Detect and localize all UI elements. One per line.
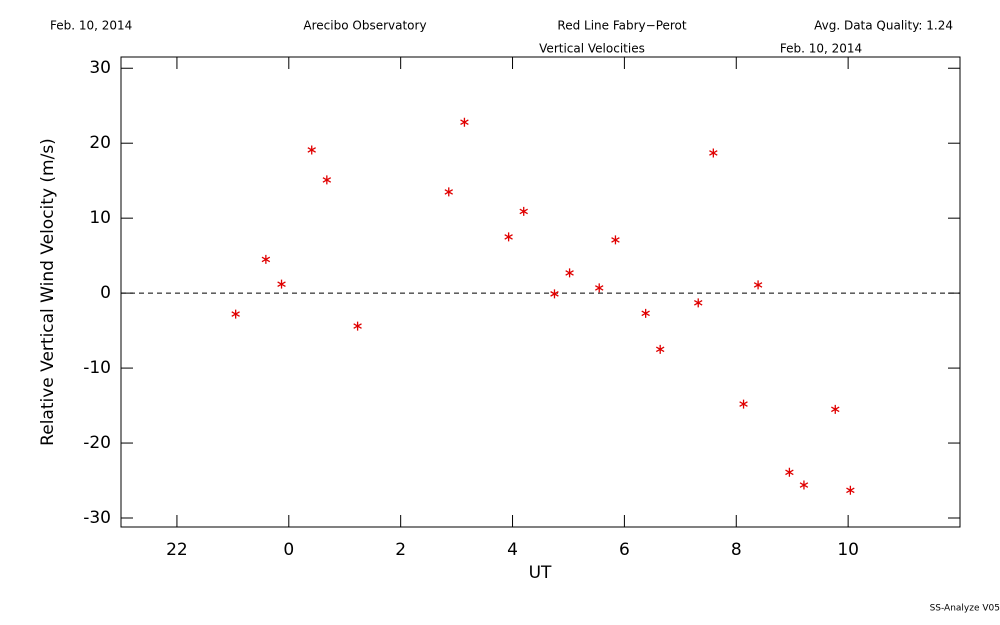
plot-frame — [120, 56, 961, 528]
x-tick-label: 2 — [395, 540, 406, 560]
point — [641, 308, 650, 318]
point — [353, 321, 362, 331]
point — [594, 283, 604, 293]
point — [277, 279, 286, 289]
point — [655, 344, 665, 354]
y-tick-label: 30 — [89, 58, 111, 78]
point — [611, 235, 620, 245]
point — [322, 175, 332, 185]
x-tick-label: 22 — [166, 540, 188, 560]
header-date: Feb. 10, 2014 — [50, 19, 132, 33]
x-tick-label: 6 — [619, 540, 630, 560]
y-tick-label: -20 — [83, 433, 111, 453]
point — [739, 399, 748, 409]
y-tick-label: 10 — [89, 208, 111, 228]
x-tick-label: 4 — [507, 540, 518, 560]
y-tick-label: -10 — [83, 358, 111, 378]
x-tick-label: 0 — [283, 540, 294, 560]
x-tick-label: 10 — [837, 540, 859, 560]
point — [831, 404, 840, 414]
point — [693, 298, 703, 308]
point — [846, 485, 855, 495]
point — [261, 254, 271, 264]
point — [444, 187, 454, 197]
point — [460, 117, 469, 127]
point — [519, 206, 528, 216]
y-tick-label: 0 — [100, 283, 111, 303]
point — [785, 467, 794, 477]
header-quality: Avg. Data Quality: 1.24 — [814, 19, 953, 33]
y-axis-label: Relative Vertical Wind Velocity (m/s) — [38, 138, 58, 446]
y-tick-label: 20 — [89, 133, 111, 153]
point — [504, 232, 513, 242]
y-tick-label: -30 — [83, 508, 111, 528]
footer: SS-Analyze V05 — [930, 604, 1000, 614]
point — [550, 289, 559, 299]
point — [753, 280, 763, 290]
chart-date: Feb. 10, 2014 — [780, 42, 862, 56]
x-tick-label: 8 — [731, 540, 742, 560]
header-site: Arecibo Observatory — [303, 19, 426, 33]
point — [709, 148, 718, 158]
point — [799, 480, 809, 490]
chart-title: Vertical Velocities — [539, 42, 645, 56]
point — [307, 145, 316, 155]
point — [231, 309, 240, 319]
point — [565, 268, 574, 278]
header-instrument: Red Line Fabry−Perot — [557, 19, 687, 33]
x-axis-label: UT — [529, 563, 552, 583]
